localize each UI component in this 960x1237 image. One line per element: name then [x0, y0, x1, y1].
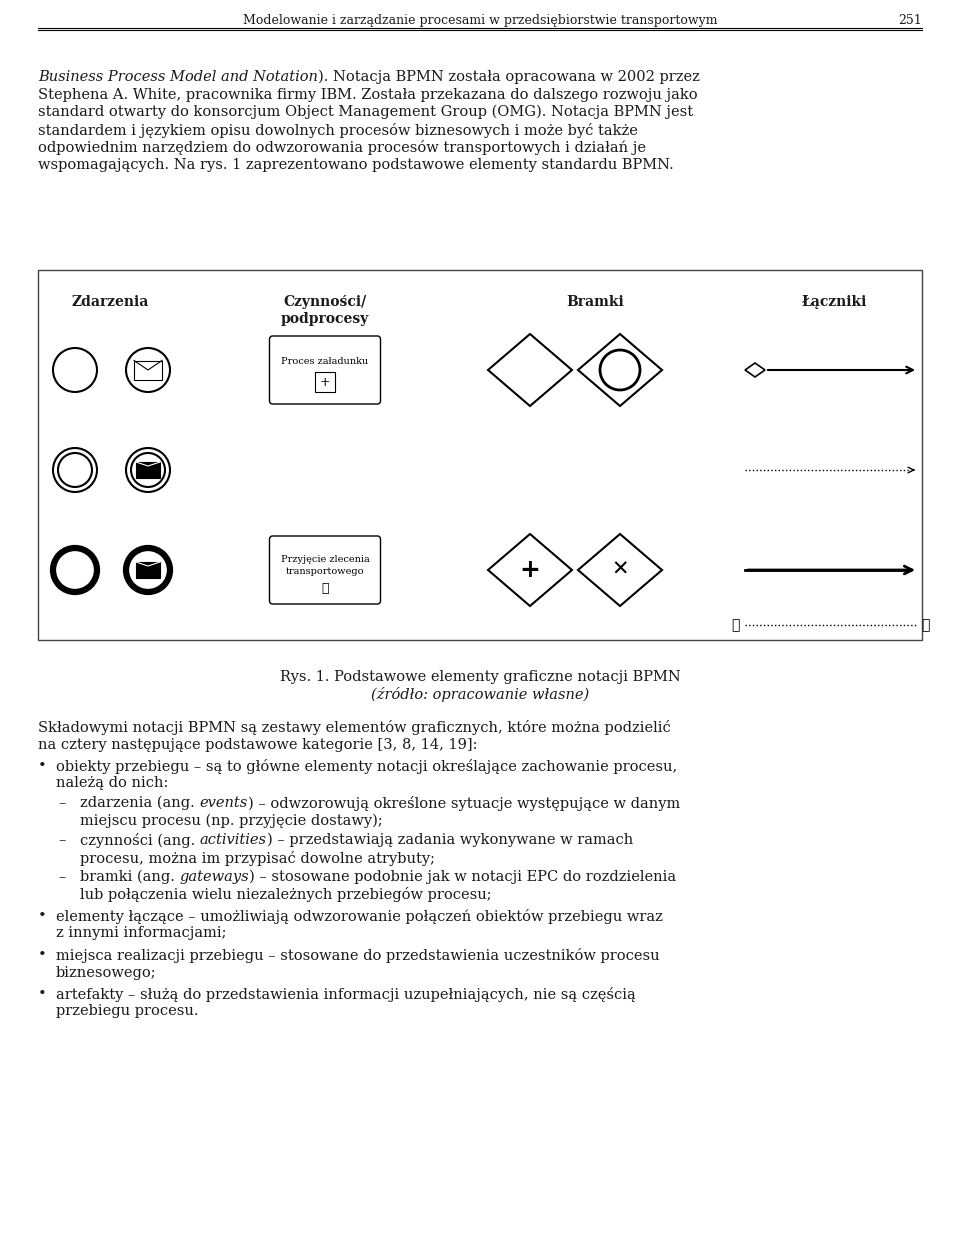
- Text: biznesowego;: biznesowego;: [56, 966, 156, 980]
- Text: 〉: 〉: [921, 618, 929, 632]
- Circle shape: [58, 453, 92, 487]
- Circle shape: [126, 448, 170, 492]
- Text: należą do nich:: należą do nich:: [56, 777, 168, 790]
- FancyBboxPatch shape: [270, 336, 380, 404]
- Circle shape: [53, 348, 97, 392]
- Text: Rys. 1. Podstawowe elementy graficzne notacji BPMN: Rys. 1. Podstawowe elementy graficzne no…: [279, 670, 681, 684]
- Text: lub połączenia wielu niezależnych przebiegów procesu;: lub połączenia wielu niezależnych przebi…: [80, 887, 492, 903]
- FancyBboxPatch shape: [270, 536, 380, 604]
- Text: bramki (ang.: bramki (ang.: [80, 870, 180, 884]
- Circle shape: [131, 453, 165, 487]
- Circle shape: [53, 548, 97, 593]
- Text: elementy łączące – umożliwiają odwzorowanie połączeń obiektów przebiegu wraz: elementy łączące – umożliwiają odwzorowa…: [56, 909, 662, 924]
- Bar: [38, 270, 922, 640]
- Text: Business Process Model and Notation: Business Process Model and Notation: [38, 71, 318, 84]
- Text: ) – przedstawiają zadania wykonywane w ramach: ) – przedstawiają zadania wykonywane w r…: [267, 833, 634, 847]
- Text: miejsca realizacji przebiegu – stosowane do przedstawienia uczestników procesu: miejsca realizacji przebiegu – stosowane…: [56, 948, 660, 962]
- Text: ) – stosowane podobnie jak w notacji EPC do rozdzielenia: ) – stosowane podobnie jak w notacji EPC…: [250, 870, 676, 884]
- Text: –: –: [58, 795, 65, 810]
- Text: Bramki: Bramki: [566, 294, 624, 309]
- Bar: [315, 372, 335, 392]
- Text: +: +: [320, 376, 330, 388]
- Text: (źródło: opracowanie własne): (źródło: opracowanie własne): [371, 688, 589, 703]
- Polygon shape: [745, 362, 765, 377]
- Circle shape: [126, 348, 170, 392]
- Text: 251: 251: [899, 14, 922, 27]
- Text: Stephena A. White, pracownika firmy IBM. Została przekazana do dalszego rozwoju : Stephena A. White, pracownika firmy IBM.…: [38, 88, 698, 101]
- Text: Łączniki: Łączniki: [803, 294, 868, 309]
- Text: –: –: [58, 833, 65, 847]
- Text: transportowego: transportowego: [286, 568, 364, 576]
- Text: Zdarzenia: Zdarzenia: [71, 294, 149, 309]
- Polygon shape: [488, 534, 572, 606]
- Text: •: •: [38, 987, 47, 1001]
- Text: Proces załadunku: Proces załadunku: [281, 357, 369, 366]
- Circle shape: [126, 548, 170, 593]
- Text: procesu, można im przypisać dowolne atrybuty;: procesu, można im przypisać dowolne atry…: [80, 851, 435, 866]
- Text: Modelowanie i zarządzanie procesami w przedsiębiorstwie transportowym: Modelowanie i zarządzanie procesami w pr…: [243, 14, 717, 27]
- Text: Składowymi notacji BPMN są zestawy elementów graficznych, które można podzielić: Składowymi notacji BPMN są zestawy eleme…: [38, 720, 671, 735]
- Text: Przyjęcie zlecenia: Przyjęcie zlecenia: [280, 555, 370, 564]
- Text: odpowiednim narzędziem do odwzorowania procesów transportowych i działań je: odpowiednim narzędziem do odwzorowania p…: [38, 140, 646, 155]
- Text: zdarzenia (ang.: zdarzenia (ang.: [80, 795, 200, 810]
- Text: na cztery następujące podstawowe kategorie [3, 8, 14, 19]:: na cztery następujące podstawowe kategor…: [38, 737, 477, 752]
- Text: przebiegu procesu.: przebiegu procesu.: [56, 1004, 199, 1018]
- Text: miejscu procesu (np. przyjęcie dostawy);: miejscu procesu (np. przyjęcie dostawy);: [80, 814, 383, 828]
- Text: z innymi informacjami;: z innymi informacjami;: [56, 927, 227, 940]
- Circle shape: [53, 448, 97, 492]
- Text: obiekty przebiegu – są to główne elementy notacji określające zachowanie procesu: obiekty przebiegu – są to główne element…: [56, 760, 677, 774]
- Polygon shape: [578, 534, 662, 606]
- Polygon shape: [578, 334, 662, 406]
- Text: –: –: [58, 870, 65, 884]
- Text: ✕: ✕: [612, 560, 629, 580]
- Circle shape: [600, 350, 640, 390]
- Text: ) – odwzorowują określone sytuacje występujące w danym: ) – odwzorowują określone sytuacje wystę…: [248, 795, 680, 811]
- Text: gateways: gateways: [180, 870, 250, 884]
- Text: activities: activities: [200, 833, 267, 847]
- Text: •: •: [38, 760, 47, 773]
- Text: ). Notacja BPMN została opracowana w 2002 przez: ). Notacja BPMN została opracowana w 200…: [318, 71, 700, 84]
- Text: •: •: [38, 948, 47, 962]
- Text: 〈: 〈: [732, 618, 740, 632]
- Text: ⏪: ⏪: [322, 581, 328, 595]
- Bar: [136, 461, 160, 477]
- Text: czynności (ang.: czynności (ang.: [80, 833, 200, 849]
- Text: wspomagających. Na rys. 1 zaprezentowano podstawowe elementy standardu BPMN.: wspomagających. Na rys. 1 zaprezentowano…: [38, 157, 674, 172]
- Polygon shape: [488, 334, 572, 406]
- Text: +: +: [519, 558, 540, 581]
- Text: standardem i językiem opisu dowolnych procesów biznesowych i może być także: standardem i językiem opisu dowolnych pr…: [38, 122, 637, 137]
- Bar: [134, 360, 162, 380]
- Text: events: events: [200, 795, 248, 810]
- Text: Czynności/
podprocesy: Czynności/ podprocesy: [281, 294, 370, 327]
- Bar: [136, 562, 160, 578]
- Text: •: •: [38, 909, 47, 923]
- Text: standard otwarty do konsorcjum Object Management Group (OMG). Notacja BPMN jest: standard otwarty do konsorcjum Object Ma…: [38, 105, 693, 120]
- Text: artefakty – służą do przedstawienia informacji uzupełniających, nie są częścią: artefakty – służą do przedstawienia info…: [56, 987, 636, 1002]
